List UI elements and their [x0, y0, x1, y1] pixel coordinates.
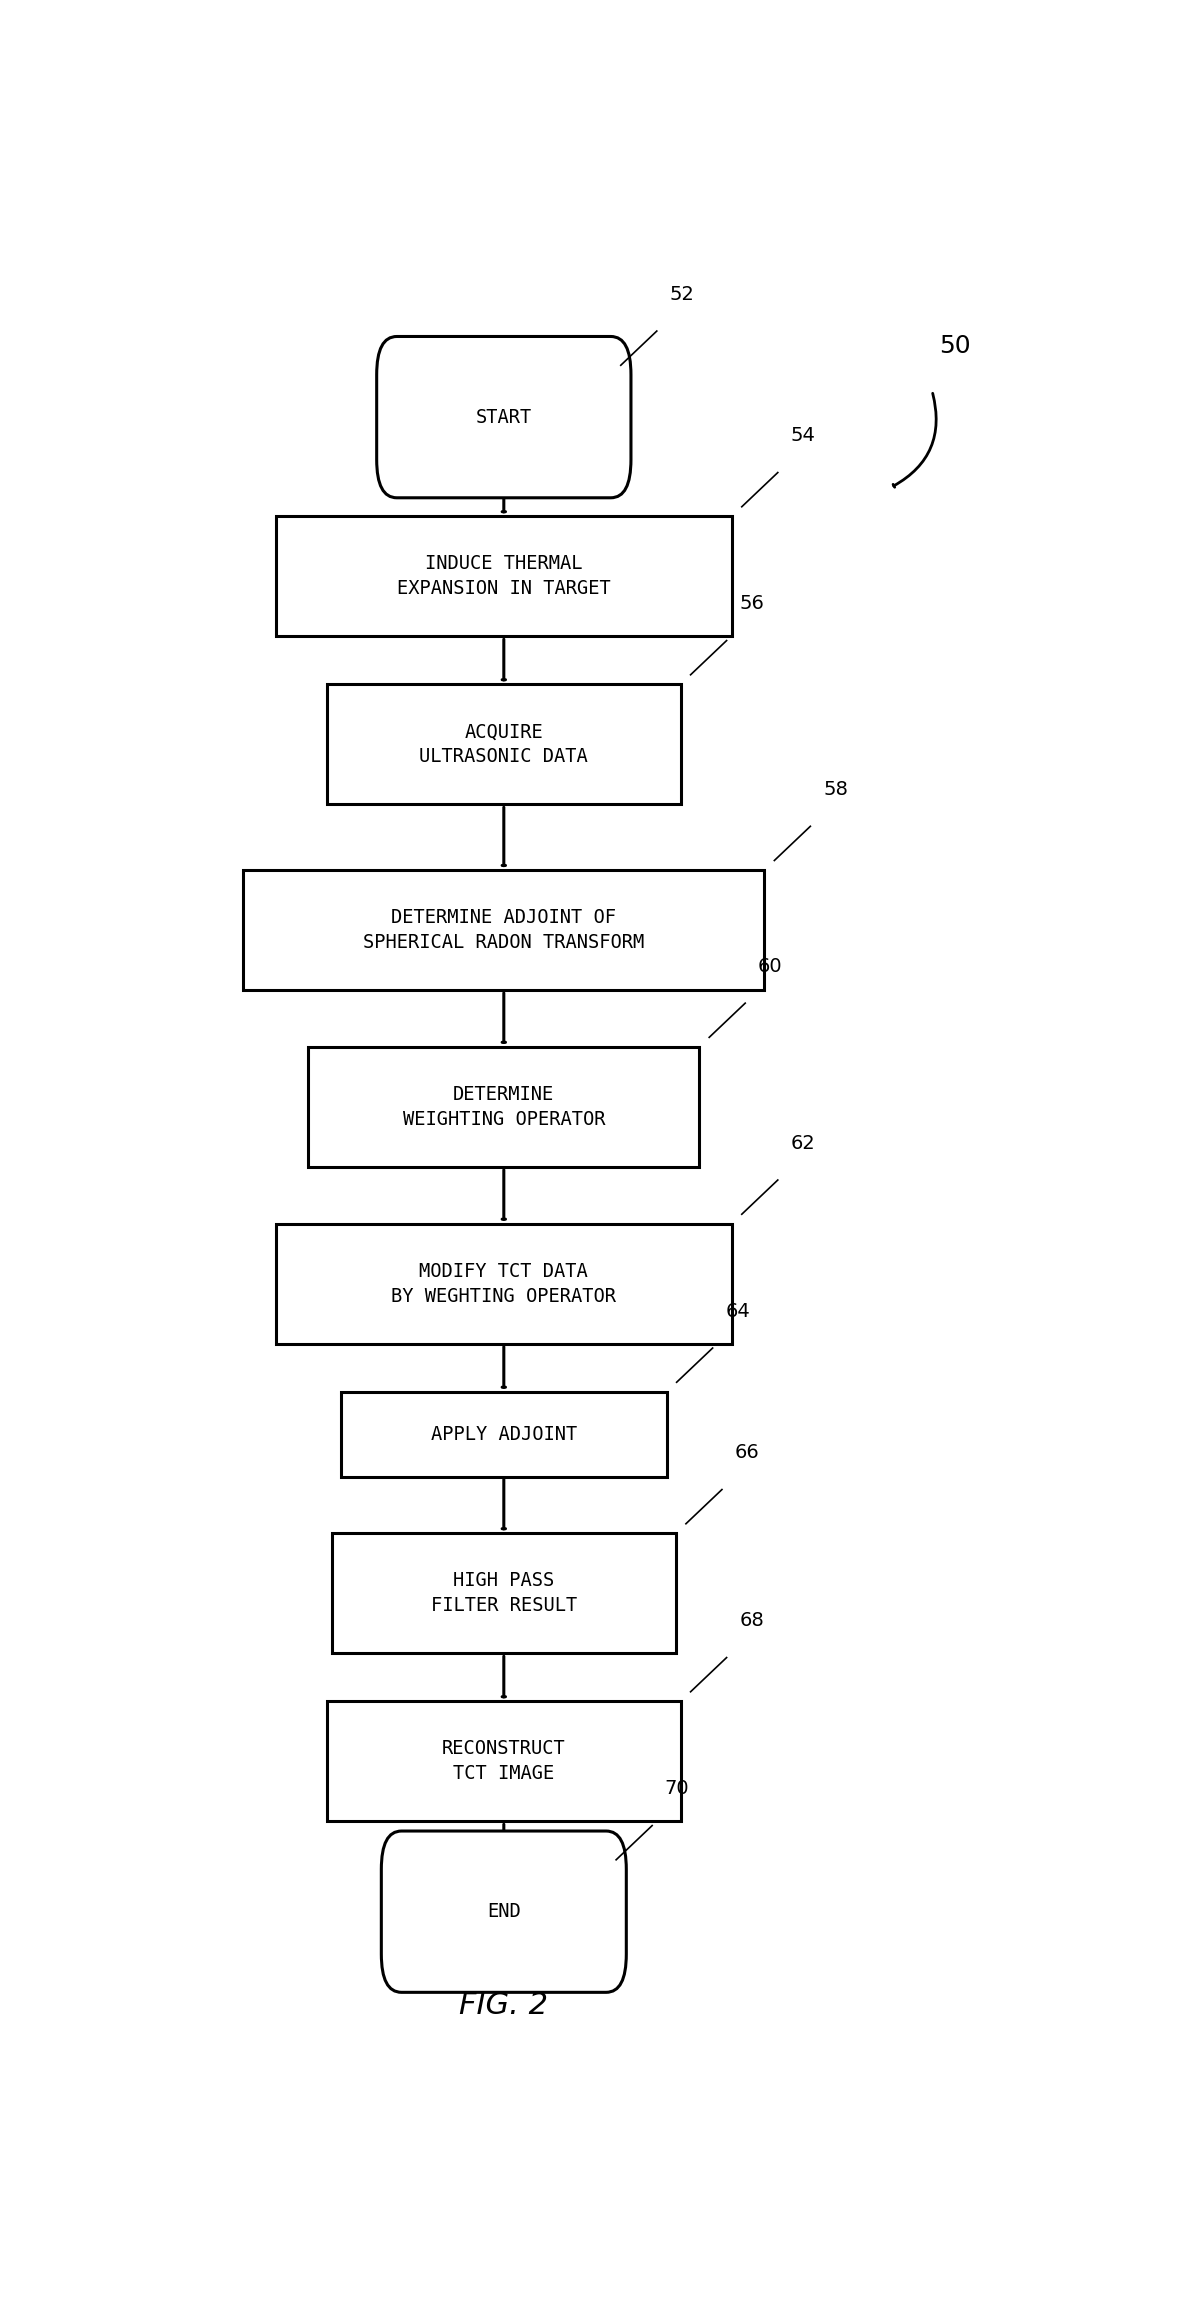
FancyBboxPatch shape	[276, 1224, 731, 1344]
Text: 58: 58	[823, 781, 848, 799]
FancyBboxPatch shape	[341, 1392, 667, 1477]
FancyBboxPatch shape	[276, 517, 731, 636]
Text: INDUCE THERMAL
EXPANSION IN TARGET: INDUCE THERMAL EXPANSION IN TARGET	[398, 554, 610, 597]
FancyBboxPatch shape	[309, 1047, 699, 1167]
Text: START: START	[476, 407, 532, 427]
Text: DETERMINE ADJOINT OF
SPHERICAL RADON TRANSFORM: DETERMINE ADJOINT OF SPHERICAL RADON TRA…	[363, 907, 645, 951]
Text: END: END	[486, 1902, 521, 1920]
FancyBboxPatch shape	[377, 335, 631, 498]
FancyBboxPatch shape	[243, 871, 765, 990]
Text: 64: 64	[725, 1302, 751, 1321]
Text: HIGH PASS
FILTER RESULT: HIGH PASS FILTER RESULT	[431, 1571, 576, 1615]
Text: FIG. 2: FIG. 2	[459, 1991, 549, 2019]
Text: MODIFY TCT DATA
BY WEGHTING OPERATOR: MODIFY TCT DATA BY WEGHTING OPERATOR	[392, 1261, 616, 1305]
Text: 54: 54	[790, 427, 815, 446]
Text: RECONSTRUCT
TCT IMAGE: RECONSTRUCT TCT IMAGE	[442, 1739, 566, 1782]
Text: 68: 68	[740, 1612, 764, 1631]
FancyBboxPatch shape	[327, 1702, 681, 1822]
FancyBboxPatch shape	[382, 1831, 626, 1991]
Text: 62: 62	[790, 1135, 815, 1153]
FancyBboxPatch shape	[327, 685, 681, 804]
Text: 52: 52	[669, 285, 694, 303]
Text: 56: 56	[740, 595, 764, 613]
Text: DETERMINE
WEIGHTING OPERATOR: DETERMINE WEIGHTING OPERATOR	[402, 1084, 605, 1128]
FancyBboxPatch shape	[331, 1532, 676, 1654]
Text: ACQUIRE
ULTRASONIC DATA: ACQUIRE ULTRASONIC DATA	[419, 721, 588, 767]
Text: 60: 60	[758, 958, 783, 976]
Text: APPLY ADJOINT: APPLY ADJOINT	[431, 1424, 576, 1443]
Text: 50: 50	[939, 335, 972, 358]
Text: 66: 66	[735, 1443, 759, 1463]
Text: 70: 70	[665, 1780, 689, 1799]
